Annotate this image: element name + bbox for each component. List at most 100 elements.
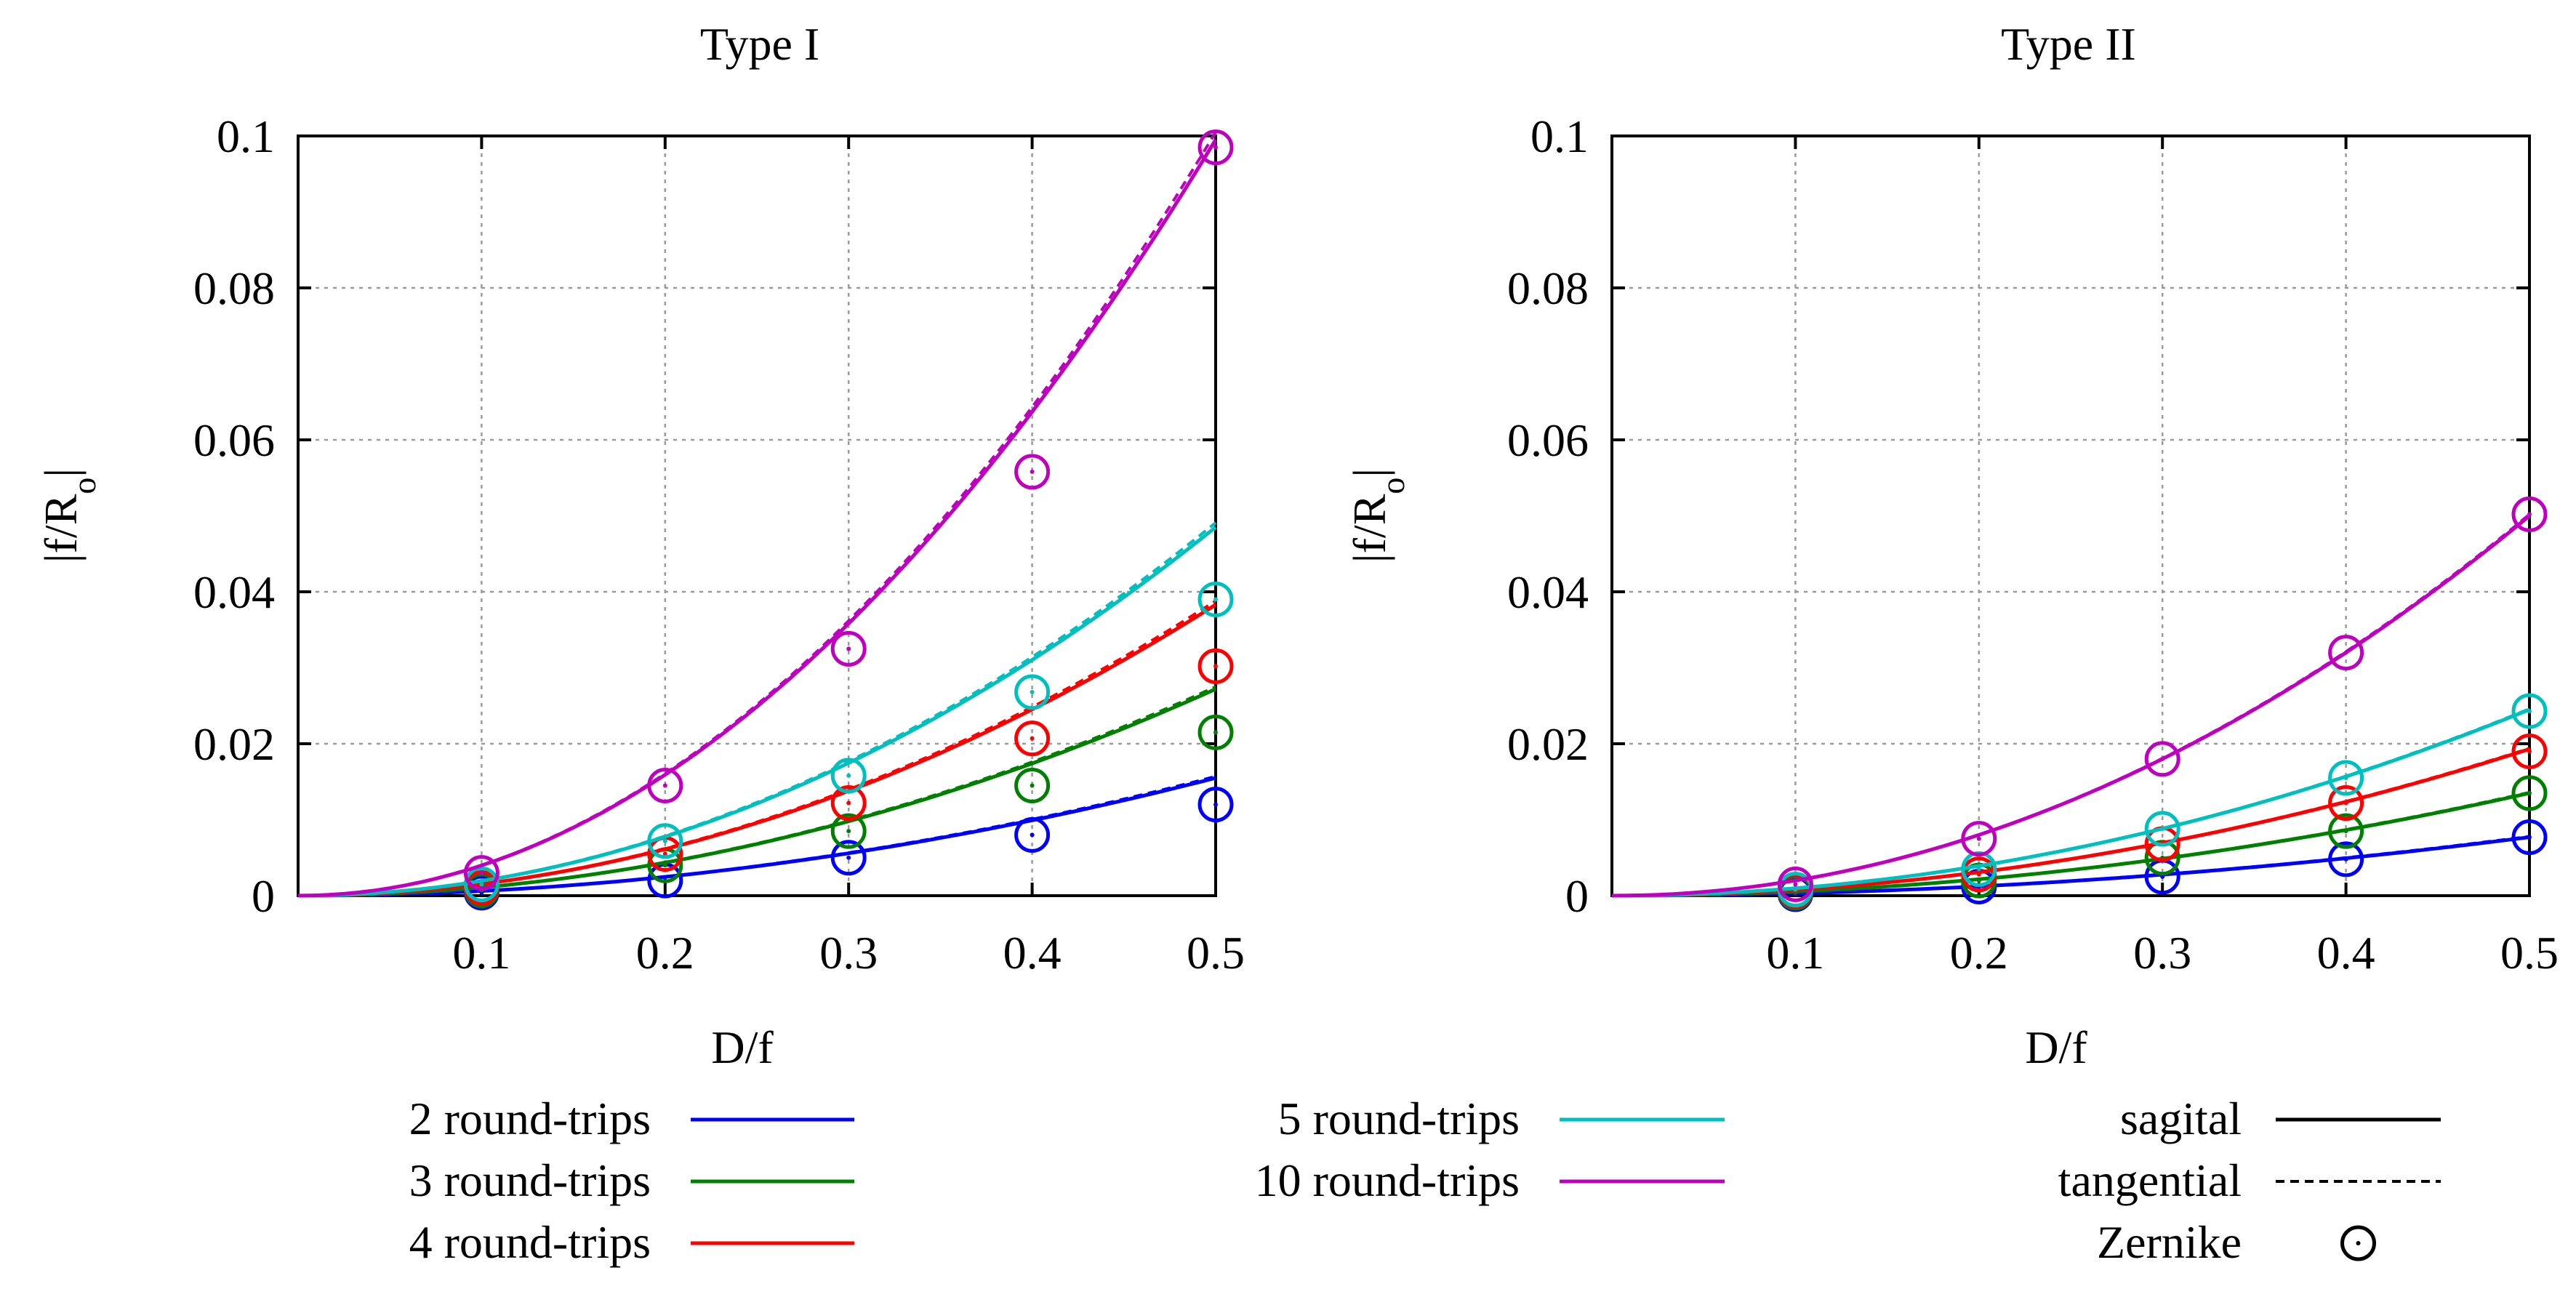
- zernike-point-center: [846, 646, 851, 651]
- zernike-point-center: [1976, 878, 1981, 883]
- y-tick-label: 0.1: [217, 111, 275, 162]
- zernike-point-5-round-trips: [1197, 581, 1234, 617]
- zernike-point-2-round-trips: [2328, 841, 2364, 878]
- x-tick-label: 0.1: [1766, 927, 1824, 979]
- zernike-point-center: [662, 783, 667, 788]
- zernike-point-center: [662, 863, 667, 868]
- zernike-point-3-round-trips: [830, 813, 867, 849]
- zernike-point-center: [1213, 802, 1218, 807]
- y-tick-label: 0.06: [193, 414, 275, 466]
- x-axis-title: D/f: [711, 1021, 774, 1073]
- zernike-point-2-round-trips: [1197, 787, 1234, 823]
- zernike-point-center: [1030, 832, 1035, 838]
- x-tick-label: 0.4: [1003, 927, 1062, 979]
- zernike-point-center: [2527, 709, 2532, 714]
- zernike-point-4-round-trips: [830, 785, 867, 822]
- legend-label-3-round-trips: 3 round-trips: [409, 1155, 651, 1206]
- tangential-line-2-round-trips: [298, 774, 1216, 897]
- x-tick-label: 0.4: [2317, 927, 2375, 979]
- y-axis-title-sub: o: [65, 478, 103, 494]
- zernike-point-5-round-trips: [2511, 693, 2548, 729]
- zernike-point-5-round-trips: [2328, 760, 2364, 796]
- zernike-point-center: [2160, 756, 2165, 761]
- zernike-point-center: [846, 800, 851, 806]
- y-axis-title: |f/Ro|: [1344, 468, 1411, 563]
- tangential-line-3-round-trips: [297, 685, 1216, 897]
- x-tick-label: 0.1: [452, 927, 510, 979]
- zernike-point-10-round-trips: [1014, 454, 1051, 490]
- zernike-point-10-round-trips: [647, 767, 683, 803]
- y-tick-label: 0.08: [193, 262, 275, 314]
- x-tick-label: 0.5: [2500, 927, 2559, 979]
- chart-title: Type II: [2001, 18, 2136, 70]
- y-axis-title-main: |f/R: [1344, 494, 1395, 563]
- zernike-point-10-round-trips: [2328, 635, 2364, 671]
- plot-frame: [297, 134, 1217, 897]
- legend-label-sagital: sagital: [2120, 1093, 2242, 1144]
- chart-panel-type-1: Type I 0.1 0.2 0.3 0.4 0.5 0 0.02 0.04 0.06 0.08 0.…: [35, 18, 1245, 1073]
- zernike-point-10-round-trips: [2511, 496, 2548, 532]
- legend-label-zernike: Zernike: [2097, 1216, 2242, 1268]
- zernike-point-center: [1793, 882, 1798, 887]
- zernike-point-5-round-trips: [2144, 811, 2180, 847]
- y-tick-label: 0.06: [1507, 414, 1589, 466]
- y-tick-label: 0.02: [1507, 718, 1589, 770]
- zernike-point-center: [1030, 689, 1035, 694]
- y-tick-label: 0.04: [1507, 566, 1589, 618]
- x-tick-label: 0.2: [1950, 927, 2008, 979]
- zernike-point-10-round-trips: [463, 855, 499, 891]
- y-axis-title-end: |: [35, 468, 87, 478]
- x-tick-label: 0.3: [2133, 927, 2191, 979]
- zernike-point-center: [2160, 874, 2165, 879]
- zernike-point-center: [2160, 827, 2165, 832]
- zernike-point-center: [1213, 597, 1218, 602]
- y-tick-label: 0: [1565, 870, 1589, 922]
- zernike-point-center: [2527, 790, 2532, 795]
- zernike-point-center: [2343, 776, 2348, 781]
- zernike-point-5-round-trips: [830, 758, 867, 794]
- zernike-point-10-round-trips: [830, 630, 867, 667]
- legend-swatch-zernike: [2340, 1225, 2376, 1261]
- x-tick-label: 0.5: [1187, 927, 1245, 979]
- sagital-line-10-round-trips: [297, 138, 1218, 898]
- zernike-point-10-round-trips: [1197, 129, 1234, 166]
- chart-panel-type-2: Type II 0.1 0.2 0.3 0.4 0.5 0 0.02 0.04 0.06 0.08 0…: [1344, 18, 2559, 1073]
- zernike-point-2-round-trips: [830, 840, 867, 876]
- y-axis-title-end: |: [1344, 468, 1395, 478]
- zernike-point-2-round-trips: [1014, 816, 1051, 853]
- legend-label-4-round-trips: 4 round-trips: [409, 1216, 651, 1268]
- tangential-line-4-round-trips: [297, 599, 1217, 897]
- zernike-point-3-round-trips: [2511, 775, 2548, 811]
- zernike-point-center: [1213, 145, 1218, 150]
- zernike-point-center: [662, 838, 667, 843]
- zernike-point-center: [1793, 887, 1798, 892]
- zernike-point-4-round-trips: [2511, 733, 2548, 769]
- x-tick-label: 0.2: [636, 927, 694, 979]
- zernike-point-center: [479, 870, 484, 875]
- zernike-point-10-round-trips: [1777, 866, 1813, 902]
- zernike-point-center: [2343, 800, 2348, 806]
- tangential-line-5-round-trips: [1611, 707, 2530, 897]
- zernike-point-center: [2343, 856, 2348, 862]
- zernike-point-center: [1976, 872, 1981, 877]
- zernike-point-2-round-trips: [2511, 819, 2548, 856]
- y-axis-title: |f/Ro|: [35, 468, 103, 563]
- legend-label-5-round-trips: 5 round-trips: [1278, 1093, 1520, 1144]
- zernike-point-3-round-trips: [2328, 813, 2364, 849]
- zernike-point-center: [2527, 835, 2532, 840]
- zernike-point-3-round-trips: [1014, 767, 1051, 803]
- zernike-point-10-round-trips: [2144, 741, 2180, 777]
- y-axis-title-sub: o: [1374, 478, 1411, 494]
- legend: 2 round-trips 3 round-trips 4 round-trips 5…: [409, 1093, 2441, 1268]
- zernike-point-4-round-trips: [2328, 785, 2364, 822]
- legend-swatch-center: [2356, 1241, 2361, 1245]
- tangential-line-10-round-trips: [297, 131, 1217, 897]
- zernike-point-center: [846, 773, 851, 778]
- zernike-point-center: [846, 829, 851, 834]
- zernike-point-center: [2527, 512, 2532, 517]
- legend-label-10-round-trips: 10 round-trips: [1255, 1155, 1520, 1206]
- zernike-point-4-round-trips: [1197, 648, 1234, 684]
- zernike-point-center: [2527, 749, 2532, 754]
- zernike-point-center: [2343, 650, 2348, 655]
